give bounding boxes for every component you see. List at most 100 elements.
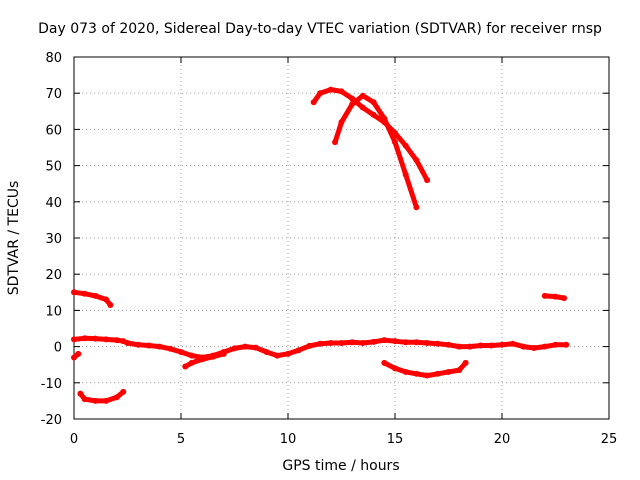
x-tick-label: 15 — [387, 432, 404, 447]
data-point — [220, 350, 227, 357]
data-point — [445, 341, 452, 348]
data-point — [392, 139, 398, 146]
data-point — [285, 350, 291, 357]
data-point — [71, 336, 77, 343]
data-point — [413, 339, 420, 346]
data-point — [466, 343, 473, 350]
data-point — [199, 356, 206, 363]
x-tick-label: 25 — [601, 432, 618, 447]
data-point — [92, 335, 99, 342]
y-tick-label: 10 — [45, 304, 62, 319]
y-tick-label: -10 — [41, 377, 62, 392]
gridlines — [74, 57, 609, 419]
y-tick-label: 0 — [54, 341, 62, 356]
data-point — [327, 86, 334, 93]
data-point — [370, 99, 377, 106]
series-line-arc-2 — [332, 93, 419, 210]
data-point — [167, 345, 174, 352]
data-point — [434, 340, 441, 347]
data-point — [310, 99, 317, 106]
data-point — [327, 339, 334, 346]
data-point — [402, 171, 409, 178]
axis-ticks: 0 5 10 15 20 25 -20 -10 0 10 20 30 40 50 60 70 80 — [41, 51, 618, 447]
data-point — [499, 341, 505, 348]
data-point — [81, 396, 88, 403]
data-point — [462, 359, 469, 366]
data-point — [338, 339, 345, 346]
x-axis-label: GPS time / hours — [282, 458, 399, 474]
data-point — [317, 90, 324, 97]
data-point — [135, 341, 142, 348]
data-point — [509, 340, 516, 347]
data-point — [103, 397, 110, 404]
y-tick-label: -20 — [41, 413, 62, 428]
y-tick-label: 70 — [45, 87, 62, 102]
chart-title: Day 073 of 2020, Sidereal Day-to-day VTE… — [38, 21, 602, 37]
data-point — [359, 104, 366, 111]
data-point — [413, 157, 420, 164]
data-point — [531, 345, 538, 352]
y-tick-label: 20 — [45, 268, 62, 283]
data-point — [456, 343, 463, 350]
data-point — [392, 365, 398, 372]
y-tick-label: 30 — [45, 232, 62, 247]
data-point — [182, 363, 189, 370]
data-point — [349, 339, 356, 346]
data-point — [402, 339, 409, 346]
data-point — [488, 342, 495, 349]
data-point — [156, 343, 163, 350]
data-point — [332, 139, 339, 146]
data-point — [252, 344, 259, 351]
data-point — [477, 342, 484, 349]
data-point — [81, 290, 88, 297]
data-point — [456, 367, 463, 374]
data-point — [317, 340, 324, 347]
data-point — [392, 338, 398, 345]
data-point — [338, 88, 345, 95]
data-point — [413, 370, 420, 377]
data-point — [231, 345, 238, 352]
y-tick-label: 40 — [45, 196, 62, 211]
data-point — [81, 335, 88, 342]
data-point — [306, 342, 313, 349]
data-point — [370, 111, 377, 118]
data-point — [349, 101, 356, 108]
data-point — [359, 339, 366, 346]
data-point — [274, 352, 281, 359]
data-point — [338, 119, 345, 126]
data-point — [188, 352, 195, 359]
data-point — [178, 349, 184, 356]
y-tick-label: 60 — [45, 123, 62, 138]
data-point — [210, 353, 217, 360]
data-point — [71, 354, 77, 361]
data-point — [424, 372, 431, 379]
data-point — [434, 370, 441, 377]
x-tick-label: 5 — [177, 432, 185, 447]
data-point — [103, 296, 110, 303]
data-point — [563, 341, 570, 348]
data-point — [92, 397, 99, 404]
data-point — [381, 359, 388, 366]
data-point — [541, 292, 548, 299]
data-point — [103, 336, 110, 343]
x-tick-label: 0 — [70, 432, 78, 447]
data-point — [552, 293, 559, 300]
data-point — [359, 92, 366, 99]
data-point — [124, 339, 131, 346]
data-point — [402, 142, 409, 149]
data-point — [107, 301, 114, 308]
data-point — [561, 295, 568, 302]
data-point — [71, 289, 77, 296]
data-point — [263, 349, 270, 356]
data-point — [75, 350, 82, 357]
data-point — [445, 368, 452, 375]
data-series — [71, 86, 570, 404]
y-tick-label: 50 — [45, 160, 62, 175]
data-point — [381, 337, 388, 344]
data-point — [381, 115, 388, 122]
data-point — [370, 338, 377, 345]
data-point — [120, 388, 127, 395]
x-tick-label: 10 — [280, 432, 297, 447]
data-point — [424, 177, 431, 184]
